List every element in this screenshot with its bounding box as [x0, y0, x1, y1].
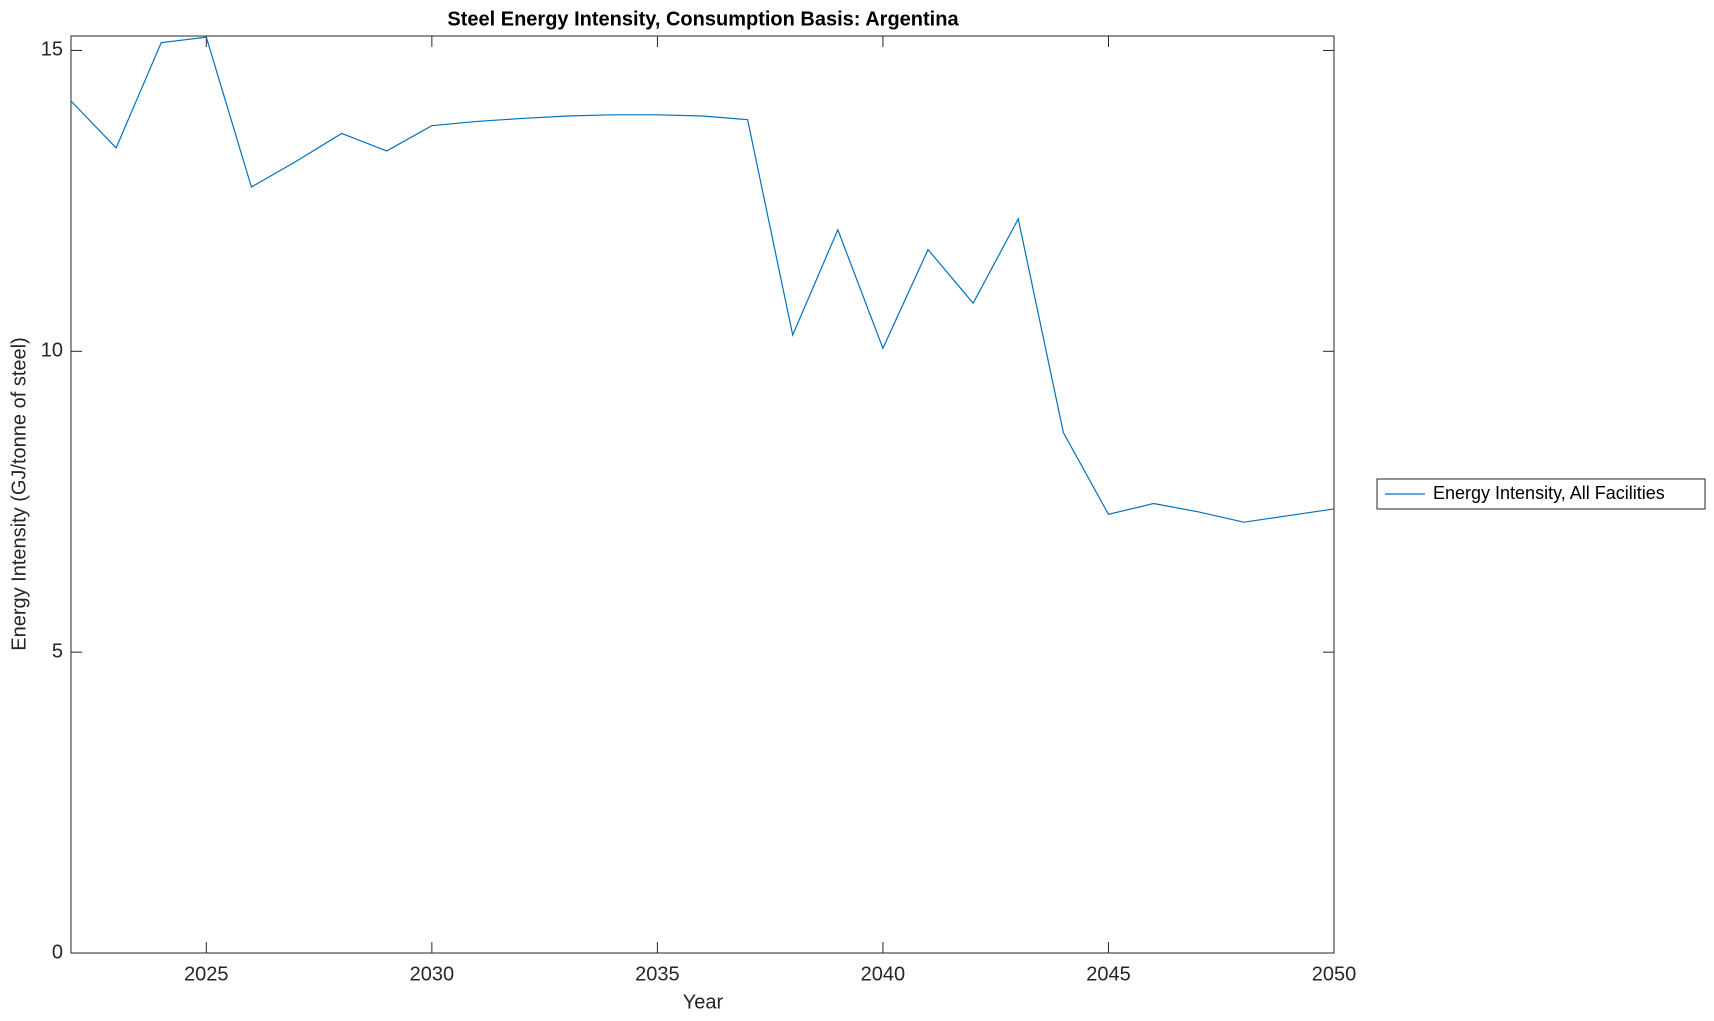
y-tick-label: 15 — [41, 39, 63, 61]
plot-frame — [70, 35, 1335, 954]
x-axis-label: Year — [683, 991, 724, 1013]
x-tick-label: 2045 — [1086, 963, 1131, 985]
x-tick-label: 2050 — [1312, 963, 1357, 985]
y-tick-label: 5 — [52, 640, 63, 662]
legend-label: Energy Intensity, All Facilities — [1433, 483, 1665, 503]
y-axis-label: Energy Intensity (GJ/tonne of steel) — [8, 337, 30, 651]
y-tick-label: 0 — [52, 941, 63, 963]
x-tick-label: 2040 — [861, 963, 906, 985]
x-tick-label: 2030 — [410, 963, 455, 985]
y-tick-label: 10 — [41, 340, 63, 362]
x-tick-label: 2035 — [635, 963, 680, 985]
data-line — [70, 36, 1335, 523]
legend-box — [1376, 478, 1706, 510]
chart-title: Steel Energy Intensity, Consumption Basi… — [447, 8, 959, 30]
x-tick-label: 2025 — [184, 963, 229, 985]
